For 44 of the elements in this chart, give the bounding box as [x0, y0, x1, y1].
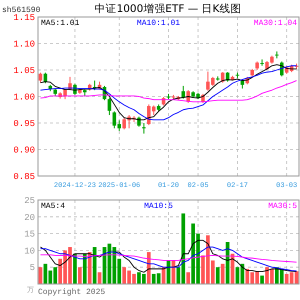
line-series [40, 80, 297, 102]
bar [220, 264, 225, 284]
bar [260, 276, 264, 284]
bar [73, 254, 77, 284]
y-tick-label: 0.95 [13, 119, 35, 129]
bar [172, 260, 176, 284]
y-tick-label: 15 [24, 230, 35, 240]
candlestick [142, 122, 146, 134]
y-tick-label: 1.15 [13, 13, 35, 23]
text: Copyright 2025 [38, 288, 106, 297]
candlestick [108, 98, 112, 116]
candlestick [44, 72, 48, 84]
text: MA30:1.04 [254, 19, 298, 28]
text: MA10:5 [144, 202, 174, 211]
chart-title: 中证1000增强ETF — 日K线图 [94, 2, 242, 15]
bar [186, 272, 190, 284]
chart-subtitle: sh561590 [2, 6, 41, 15]
text: MA30:5 [268, 202, 298, 211]
line-series [40, 240, 297, 273]
text: MA5:4 [41, 202, 66, 211]
bar [230, 254, 234, 284]
y-tick-label: 1.00 [13, 92, 35, 102]
y-tick-label: 10 [24, 246, 35, 256]
y-tick-label: 1.10 [13, 40, 35, 50]
y-tick-label: 1.05 [13, 66, 35, 76]
text: MA5:1.01 [41, 19, 80, 28]
y-tick-label: 0.85 [13, 172, 35, 182]
y-tick-label: 20 [24, 212, 35, 223]
bar [78, 267, 82, 284]
y-tick-label: 0.90 [13, 146, 35, 156]
bar [162, 267, 166, 284]
bar [38, 267, 42, 284]
bar [216, 267, 220, 284]
line-series [40, 254, 297, 263]
bar [166, 260, 170, 284]
candlestick [182, 85, 186, 100]
bar [226, 242, 230, 284]
y-tick-label: 5 [30, 263, 35, 274]
text: MA10:1.01 [136, 19, 180, 28]
y-tick-label: 25 [24, 196, 35, 206]
line-series [40, 246, 297, 272]
candlestick [38, 72, 42, 84]
bar [98, 272, 102, 284]
bar [92, 247, 96, 284]
